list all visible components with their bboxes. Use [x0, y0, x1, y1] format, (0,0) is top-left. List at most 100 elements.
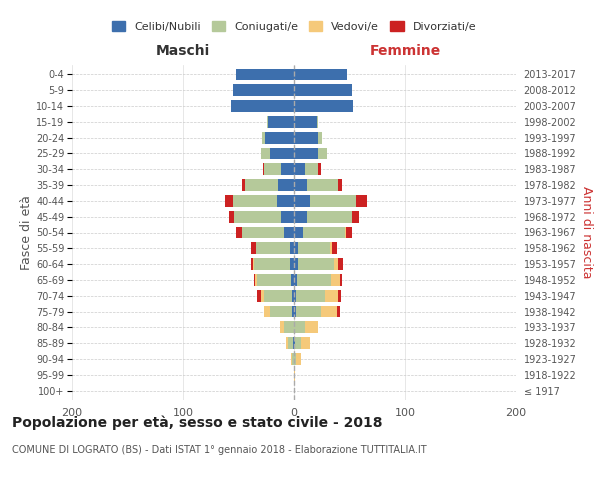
Bar	[294, 100, 353, 112]
Bar	[257, 290, 260, 302]
Bar	[257, 274, 290, 286]
Bar	[296, 353, 301, 365]
Bar	[294, 306, 296, 318]
Bar	[294, 68, 347, 80]
Bar	[346, 226, 352, 238]
Bar	[295, 337, 301, 349]
Bar	[294, 164, 305, 175]
Bar	[319, 164, 320, 175]
Text: COMUNE DI LOGRATO (BS) - Dati ISTAT 1° gennaio 2018 - Elaborazione TUTTITALIA.IT: COMUNE DI LOGRATO (BS) - Dati ISTAT 1° g…	[12, 445, 427, 455]
Bar	[233, 84, 294, 96]
Bar	[338, 258, 343, 270]
Bar	[254, 258, 290, 270]
Bar	[281, 164, 294, 175]
Bar	[319, 148, 328, 160]
Bar	[290, 274, 294, 286]
Bar	[294, 84, 352, 96]
Bar	[262, 132, 265, 143]
Text: Femmine: Femmine	[370, 44, 440, 59]
Bar	[320, 306, 337, 318]
Bar	[338, 290, 341, 302]
Y-axis label: Anni di nascita: Anni di nascita	[580, 186, 593, 279]
Text: Popolazione per età, sesso e stato civile - 2018: Popolazione per età, sesso e stato civil…	[12, 415, 383, 430]
Bar	[233, 195, 277, 207]
Bar	[264, 164, 281, 175]
Bar	[294, 195, 310, 207]
Bar	[286, 337, 289, 349]
Bar	[352, 211, 359, 222]
Bar	[294, 290, 296, 302]
Bar	[260, 290, 264, 302]
Bar	[329, 242, 332, 254]
Bar	[225, 195, 233, 207]
Bar	[292, 353, 294, 365]
Bar	[236, 68, 294, 80]
Bar	[236, 226, 242, 238]
Bar	[345, 226, 346, 238]
Bar	[284, 226, 294, 238]
Bar	[294, 179, 307, 191]
Bar	[269, 306, 292, 318]
Bar	[338, 179, 342, 191]
Bar	[253, 258, 254, 270]
Y-axis label: Fasce di età: Fasce di età	[20, 195, 33, 270]
Bar	[268, 116, 294, 128]
Bar	[331, 274, 340, 286]
Bar	[278, 179, 294, 191]
Bar	[242, 179, 245, 191]
Bar	[269, 148, 294, 160]
Bar	[317, 116, 319, 128]
Bar	[290, 353, 292, 365]
Bar	[307, 179, 338, 191]
Bar	[296, 306, 320, 318]
Bar	[305, 322, 319, 333]
Bar	[294, 226, 303, 238]
Bar	[292, 306, 294, 318]
Bar	[263, 164, 264, 175]
Bar	[229, 211, 234, 222]
Bar	[296, 290, 325, 302]
Bar	[281, 211, 294, 222]
Bar	[234, 211, 281, 222]
Bar	[242, 226, 284, 238]
Bar	[264, 306, 269, 318]
Text: Maschi: Maschi	[156, 44, 210, 59]
Bar	[334, 258, 338, 270]
Bar	[264, 290, 292, 302]
Bar	[337, 306, 340, 318]
Bar	[294, 337, 295, 349]
Bar	[305, 164, 319, 175]
Bar	[293, 337, 294, 349]
Bar	[301, 337, 310, 349]
Bar	[294, 322, 305, 333]
Bar	[298, 258, 334, 270]
Bar	[294, 148, 319, 160]
Bar	[265, 132, 294, 143]
Bar	[290, 242, 294, 254]
Bar	[356, 195, 367, 207]
Bar	[256, 242, 290, 254]
Bar	[251, 242, 256, 254]
Bar	[294, 211, 307, 222]
Bar	[251, 258, 253, 270]
Bar	[231, 100, 294, 112]
Bar	[245, 179, 278, 191]
Bar	[340, 274, 342, 286]
Bar	[284, 322, 294, 333]
Bar	[310, 195, 356, 207]
Bar	[254, 274, 255, 286]
Bar	[292, 290, 294, 302]
Bar	[332, 242, 337, 254]
Bar	[325, 290, 338, 302]
Bar	[294, 132, 319, 143]
Bar	[260, 148, 269, 160]
Bar	[294, 274, 298, 286]
Bar	[280, 322, 284, 333]
Bar	[319, 132, 322, 143]
Bar	[298, 242, 329, 254]
Bar	[294, 353, 296, 365]
Bar	[294, 369, 295, 380]
Bar	[294, 242, 298, 254]
Bar	[294, 116, 317, 128]
Bar	[307, 211, 352, 222]
